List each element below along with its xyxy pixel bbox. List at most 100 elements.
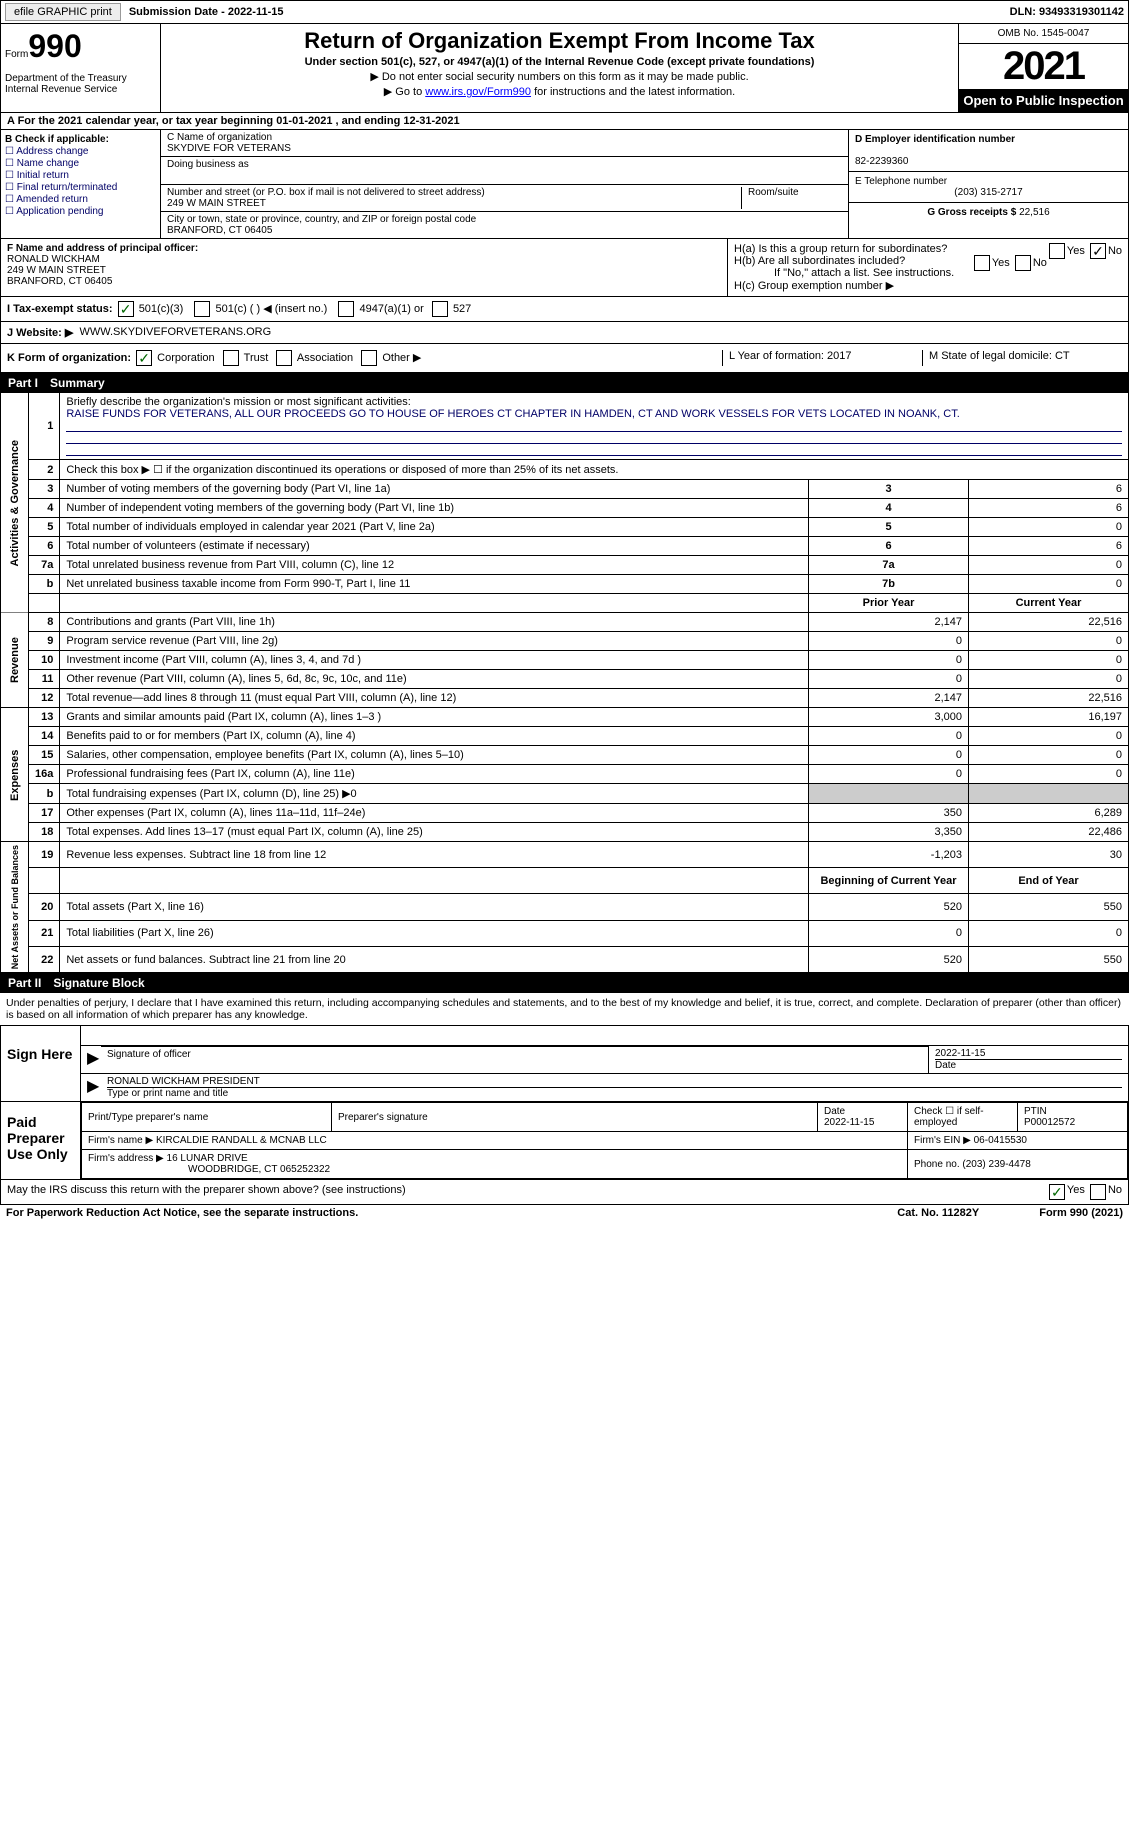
r7a-n: 7a (29, 556, 60, 575)
discuss-no[interactable] (1090, 1184, 1106, 1200)
r18-d: Total expenses. Add lines 13–17 (must eq… (66, 826, 422, 838)
r17-v1: 350 (809, 804, 969, 823)
r16a-v2: 0 (969, 765, 1129, 784)
r11-v2: 0 (969, 670, 1129, 689)
gross-value: 22,516 (1019, 207, 1050, 218)
chk-corp[interactable]: ✓ (136, 350, 152, 366)
chk-trust[interactable] (223, 350, 239, 366)
r4-d: Number of independent voting members of … (66, 502, 454, 514)
org-city: BRANFORD, CT 06405 (167, 225, 272, 236)
dba-label: Doing business as (167, 159, 249, 170)
r21-n: 21 (29, 920, 60, 946)
r18-v2: 22,486 (969, 823, 1129, 842)
discuss-yes-text: Yes (1067, 1184, 1085, 1200)
firm-ein-label: Firm's EIN ▶ (914, 1135, 971, 1146)
r22-v1: 520 (809, 946, 969, 972)
r16b-v1 (809, 784, 969, 804)
room-label: Room/suite (748, 187, 799, 198)
chk-501c3[interactable]: ✓ (118, 301, 134, 317)
r10-d: Investment income (Part VIII, column (A)… (66, 654, 361, 666)
chk-pending[interactable]: ☐ Application pending (5, 206, 156, 217)
r17-n: 17 (29, 804, 60, 823)
j-label: J Website: ▶ (7, 326, 73, 339)
form-number: 990 (28, 28, 81, 64)
period-line: A For the 2021 calendar year, or tax yea… (0, 113, 1129, 130)
tel-value: (203) 315-2717 (855, 187, 1122, 198)
f-label: F Name and address of principal officer: (7, 243, 198, 254)
goto-prefix: ▶ Go to (384, 86, 425, 98)
chk-name[interactable]: ☐ Name change (5, 158, 156, 169)
r17-v2: 6,289 (969, 804, 1129, 823)
row-j: J Website: ▶ WWW.SKYDIVEFORVETERANS.ORG (0, 322, 1129, 344)
goto-suffix: for instructions and the latest informat… (531, 86, 735, 98)
chk-amended[interactable]: ☐ Amended return (5, 194, 156, 205)
chk-address[interactable]: ☐ Address change (5, 146, 156, 157)
r12-v1: 2,147 (809, 689, 969, 708)
discuss-row: May the IRS discuss this return with the… (0, 1180, 1129, 1205)
r5-v: 0 (969, 518, 1129, 537)
r7b-d: Net unrelated business taxable income fr… (66, 578, 410, 590)
r13-d: Grants and similar amounts paid (Part IX… (66, 711, 381, 723)
r3-d: Number of voting members of the governin… (66, 483, 390, 495)
r3-v: 6 (969, 480, 1129, 499)
r22-v2: 550 (969, 946, 1129, 972)
chk-4947[interactable] (338, 301, 354, 317)
chk-501c[interactable] (194, 301, 210, 317)
r8-v1: 2,147 (809, 613, 969, 632)
chk-other[interactable] (361, 350, 377, 366)
r7a-v: 0 (969, 556, 1129, 575)
r6-d: Total number of volunteers (estimate if … (66, 540, 309, 552)
prep-date-label: Date (824, 1106, 845, 1117)
chk-assoc[interactable] (276, 350, 292, 366)
r8-n: 8 (29, 613, 60, 632)
chk-final[interactable]: ☐ Final return/terminated (5, 182, 156, 193)
irs-link[interactable]: www.irs.gov/Form990 (425, 86, 531, 98)
arrow-icon: ▶ (87, 1050, 99, 1067)
r9-n: 9 (29, 632, 60, 651)
no-text2: No (1033, 257, 1047, 269)
r7a-d: Total unrelated business revenue from Pa… (66, 559, 394, 571)
phone-val: (203) 239-4478 (962, 1159, 1030, 1170)
b-label: B Check if applicable: (5, 134, 109, 145)
summary-table: Activities & Governance 1 Briefly descri… (0, 393, 1129, 973)
chk-initial[interactable]: ☐ Initial return (5, 170, 156, 181)
sig-officer-label: Signature of officer (101, 1046, 928, 1073)
r9-v2: 0 (969, 632, 1129, 651)
tel-label: E Telephone number (855, 176, 947, 187)
chk-527[interactable] (432, 301, 448, 317)
efile-button[interactable]: efile GRAPHIC print (5, 3, 121, 21)
firm-ein: 06-0415530 (974, 1135, 1027, 1146)
form-header: Form990 Department of the Treasury Inter… (0, 24, 1129, 113)
form-label: Form (5, 49, 28, 60)
r13-v2: 16,197 (969, 708, 1129, 727)
firm-addr1: 16 LUNAR DRIVE (167, 1153, 248, 1164)
r19-v1: -1,203 (809, 842, 969, 868)
r11-d: Other revenue (Part VIII, column (A), li… (66, 673, 406, 685)
check-self[interactable]: Check ☐ if self-employed (908, 1103, 1018, 1132)
r21-v1: 0 (809, 920, 969, 946)
addr-label: Number and street (or P.O. box if mail i… (167, 187, 485, 198)
r19-v2: 30 (969, 842, 1129, 868)
part2-title: Signature Block (53, 976, 144, 990)
part1-header: Part I Summary (0, 373, 1129, 393)
subtitle-2a: ▶ Do not enter social security numbers o… (165, 70, 954, 83)
hb-no[interactable] (1015, 255, 1031, 271)
hb-yes[interactable] (974, 255, 990, 271)
row-i: I Tax-exempt status: ✓ 501(c)(3) 501(c) … (0, 297, 1129, 322)
r12-d: Total revenue—add lines 8 through 11 (mu… (66, 692, 456, 704)
r4-v: 6 (969, 499, 1129, 518)
discuss-yes[interactable]: ✓ (1049, 1184, 1065, 1200)
r22-n: 22 (29, 946, 60, 972)
r7b-v: 0 (969, 575, 1129, 594)
l-year: L Year of formation: 2017 (722, 350, 922, 366)
c-name-label: C Name of organization (167, 132, 272, 143)
r8-d: Contributions and grants (Part VIII, lin… (66, 616, 275, 628)
r19-d: Revenue less expenses. Subtract line 18 … (66, 849, 326, 861)
ha-yes[interactable] (1049, 243, 1065, 259)
part2-header: Part II Signature Block (0, 973, 1129, 993)
r20-v1: 520 (809, 894, 969, 920)
r12-n: 12 (29, 689, 60, 708)
ha-no[interactable]: ✓ (1090, 243, 1106, 259)
col-end: End of Year (969, 868, 1129, 894)
no-text: No (1108, 245, 1122, 257)
